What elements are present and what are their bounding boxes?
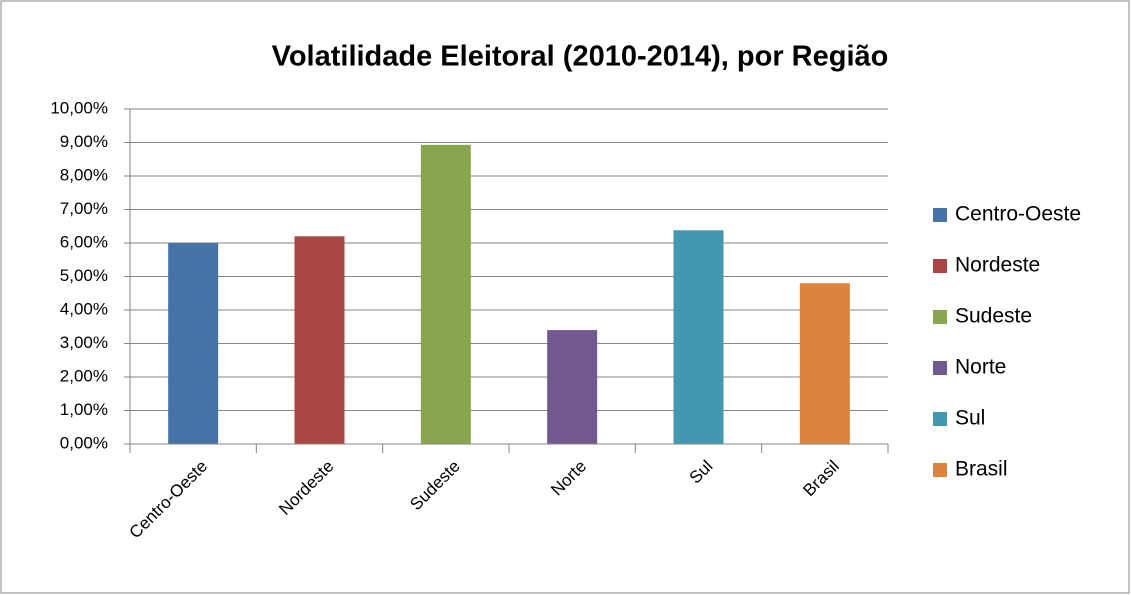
legend-swatch <box>933 361 947 375</box>
y-tick-label: 8,00% <box>60 165 108 184</box>
y-tick-label: 10,00% <box>50 98 108 117</box>
legend-label: Nordeste <box>955 254 1040 277</box>
chart-title: Volatilidade Eleitoral (2010-2014), por … <box>272 41 889 73</box>
y-tick-label: 9,00% <box>60 132 108 151</box>
bar <box>294 236 345 444</box>
legend-swatch <box>933 463 947 477</box>
legend-label: Brasil <box>955 458 1008 481</box>
y-tick-label: 5,00% <box>60 266 108 285</box>
legend-label: Sul <box>955 407 985 430</box>
legend-swatch <box>933 208 947 222</box>
legend-label: Norte <box>955 356 1006 379</box>
bar <box>673 230 724 444</box>
legend-label: Centro-Oeste <box>955 203 1081 226</box>
y-tick-label: 2,00% <box>60 366 108 385</box>
bar <box>168 243 219 444</box>
y-tick-label: 6,00% <box>60 232 108 251</box>
bar <box>799 283 850 444</box>
legend-swatch <box>933 310 947 324</box>
legend-swatch <box>933 412 947 426</box>
bar <box>420 144 471 444</box>
y-tick-label: 4,00% <box>60 299 108 318</box>
y-tick-label: 3,00% <box>60 333 108 352</box>
legend-label: Sudeste <box>955 305 1032 328</box>
y-tick-label: 1,00% <box>60 400 108 419</box>
y-tick-label: 0,00% <box>60 433 108 452</box>
legend-swatch <box>933 259 947 273</box>
bar <box>547 330 598 444</box>
y-tick-label: 7,00% <box>60 199 108 218</box>
